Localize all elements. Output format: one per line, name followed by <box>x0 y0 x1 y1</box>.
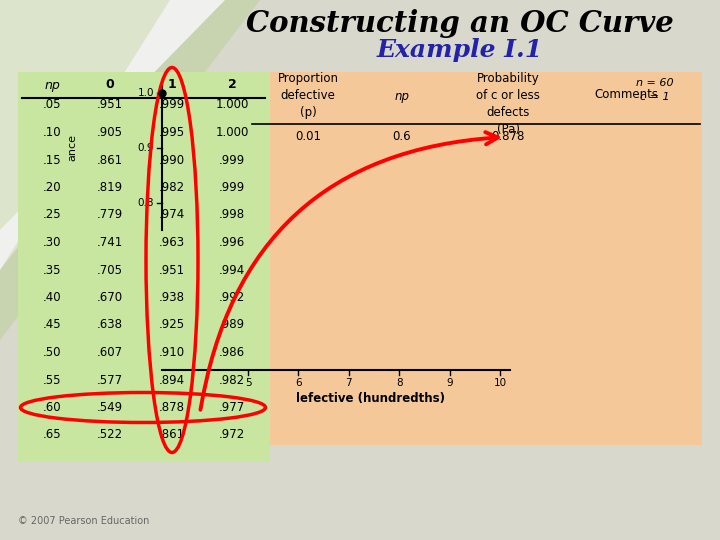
Text: Comments: Comments <box>594 88 658 101</box>
Text: .741: .741 <box>97 236 123 249</box>
Text: Probability
of c or less
defects
(Pa): Probability of c or less defects (Pa) <box>476 72 540 136</box>
Text: .938: .938 <box>159 291 185 304</box>
Polygon shape <box>0 0 260 340</box>
Text: .20: .20 <box>42 181 61 194</box>
Text: 5: 5 <box>245 378 251 388</box>
Text: .977: .977 <box>219 401 245 414</box>
Text: .10: .10 <box>42 126 61 139</box>
Text: .999: .999 <box>219 181 245 194</box>
Text: np: np <box>395 90 410 103</box>
Text: .996: .996 <box>219 236 245 249</box>
Text: 1.0: 1.0 <box>138 88 154 98</box>
Text: 9: 9 <box>446 378 453 388</box>
Text: 0.8: 0.8 <box>138 198 154 207</box>
Text: 6: 6 <box>295 378 302 388</box>
Text: 1.000: 1.000 <box>215 126 248 139</box>
Text: .995: .995 <box>159 126 185 139</box>
Text: .40: .40 <box>42 291 61 304</box>
Text: .963: .963 <box>159 236 185 249</box>
Text: .878: .878 <box>159 401 185 414</box>
Text: Proportion
defective
(p): Proportion defective (p) <box>277 72 338 119</box>
Text: .861: .861 <box>159 429 185 442</box>
Text: © 2007 Pearson Education: © 2007 Pearson Education <box>18 516 149 526</box>
Text: .577: .577 <box>97 374 123 387</box>
FancyBboxPatch shape <box>248 72 702 445</box>
Text: .910: .910 <box>159 346 185 359</box>
Text: .994: .994 <box>219 264 245 276</box>
Text: .50: .50 <box>42 346 61 359</box>
Text: 0.6: 0.6 <box>392 130 411 143</box>
Text: .15: .15 <box>42 153 61 166</box>
Text: .999: .999 <box>219 153 245 166</box>
Text: 0.9: 0.9 <box>138 143 154 153</box>
Text: .60: .60 <box>42 401 61 414</box>
Text: .974: .974 <box>159 208 185 221</box>
Text: .982: .982 <box>219 374 245 387</box>
Text: .951: .951 <box>159 264 185 276</box>
Text: .990: .990 <box>159 153 185 166</box>
Text: 0.01: 0.01 <box>295 130 321 143</box>
Text: .951: .951 <box>97 98 123 111</box>
Text: .992: .992 <box>219 291 245 304</box>
Text: .65: .65 <box>42 429 61 442</box>
Text: .670: .670 <box>97 291 123 304</box>
Text: 1.000: 1.000 <box>215 98 248 111</box>
Text: 7: 7 <box>346 378 352 388</box>
Polygon shape <box>0 0 210 270</box>
Text: 2: 2 <box>228 78 236 91</box>
Text: .982: .982 <box>159 181 185 194</box>
Text: .45: .45 <box>42 319 61 332</box>
Text: 0.878: 0.878 <box>491 130 525 143</box>
Text: 1: 1 <box>168 78 176 91</box>
Text: .861: .861 <box>97 153 123 166</box>
Text: Example I.1: Example I.1 <box>377 38 543 62</box>
Text: 0: 0 <box>106 78 114 91</box>
Text: .972: .972 <box>219 429 245 442</box>
Text: .549: .549 <box>97 401 123 414</box>
FancyBboxPatch shape <box>18 72 270 462</box>
Text: .819: .819 <box>97 181 123 194</box>
Text: .05: .05 <box>42 98 61 111</box>
Text: lefective (hundredths): lefective (hundredths) <box>295 392 444 405</box>
Text: .998: .998 <box>219 208 245 221</box>
Text: .30: .30 <box>42 236 61 249</box>
Text: .55: .55 <box>42 374 61 387</box>
Text: ance: ance <box>67 134 77 161</box>
Polygon shape <box>0 0 225 270</box>
Text: .705: .705 <box>97 264 123 276</box>
Text: 10: 10 <box>493 378 507 388</box>
Text: .986: .986 <box>219 346 245 359</box>
Text: .35: .35 <box>42 264 61 276</box>
Text: np: np <box>44 78 60 91</box>
Text: .522: .522 <box>97 429 123 442</box>
Text: .925: .925 <box>159 319 185 332</box>
Text: .905: .905 <box>97 126 123 139</box>
Text: .607: .607 <box>97 346 123 359</box>
Text: .779: .779 <box>97 208 123 221</box>
Text: .25: .25 <box>42 208 61 221</box>
Text: .638: .638 <box>97 319 123 332</box>
Text: .894: .894 <box>159 374 185 387</box>
Text: n = 60
c = 1: n = 60 c = 1 <box>636 78 674 102</box>
Text: .989: .989 <box>219 319 245 332</box>
Text: .999: .999 <box>159 98 185 111</box>
Text: 8: 8 <box>396 378 402 388</box>
Text: Constructing an OC Curve: Constructing an OC Curve <box>246 9 674 37</box>
FancyArrowPatch shape <box>200 132 498 410</box>
